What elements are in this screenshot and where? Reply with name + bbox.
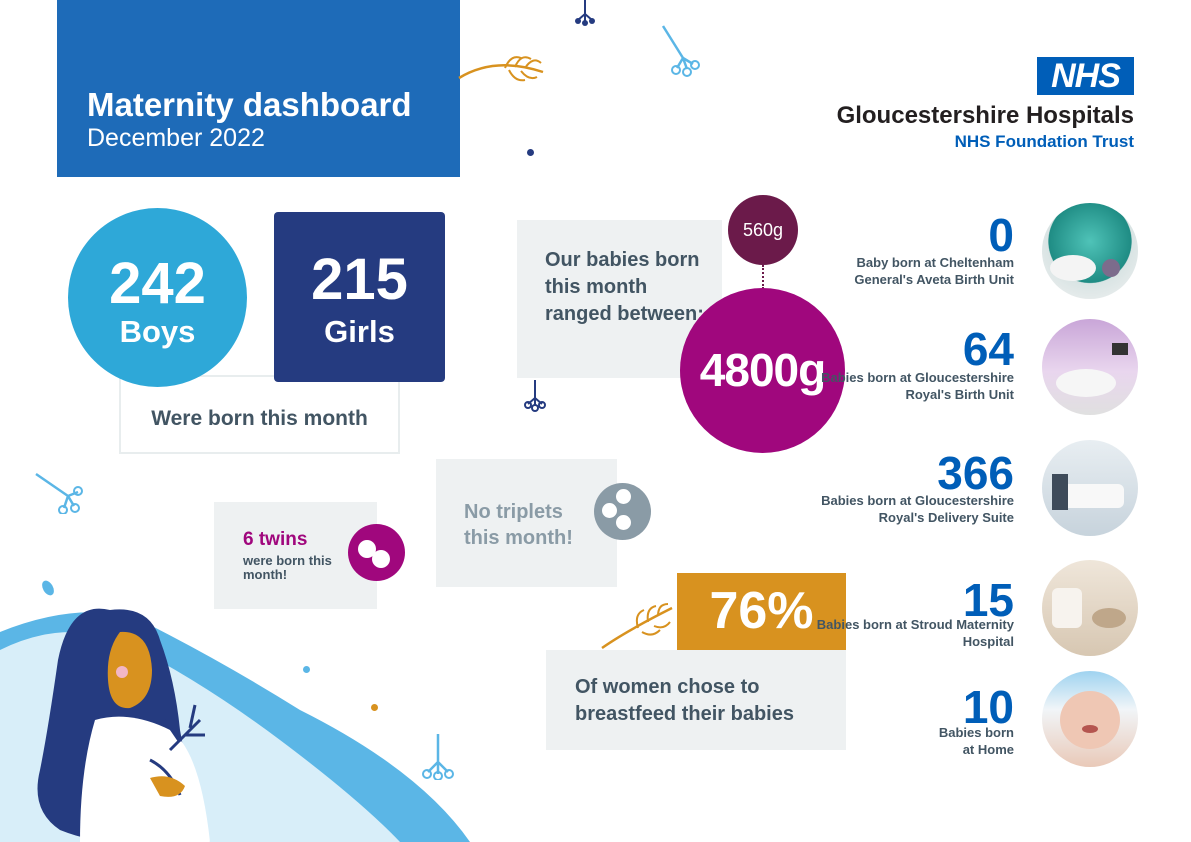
triplets-text: No triplets this month! xyxy=(464,501,573,549)
location-label: Babies born at Stroud Maternity Hospital xyxy=(816,617,1014,649)
flower-decoration xyxy=(575,0,595,26)
location-label: Babies born at Home xyxy=(938,725,1014,757)
triplets-icon xyxy=(594,483,651,540)
births-caption-box: Were born this month xyxy=(119,375,400,454)
weight-connector xyxy=(762,265,764,289)
location-label: Baby born at Cheltenham General's Aveta … xyxy=(854,255,1014,287)
weight-range-caption: Our babies born this month ranged betwee… xyxy=(545,249,704,325)
triplets-box: No triplets this month! xyxy=(436,459,617,587)
flower-decoration xyxy=(524,380,546,412)
boys-label: Boys xyxy=(119,314,196,349)
breastfeed-box: Of women chose to breastfeed their babie… xyxy=(546,650,846,750)
max-weight-circle: 4800g xyxy=(680,288,845,453)
breastfeed-percent: 76% xyxy=(677,573,846,650)
flower-decoration xyxy=(35,472,83,514)
location-count: 64 xyxy=(962,323,1014,375)
location-count: 15 xyxy=(962,574,1014,626)
dot-decoration xyxy=(303,666,310,673)
nhs-logo: NHS xyxy=(1037,57,1134,95)
breastfeed-caption: Of women chose to breastfeed their babie… xyxy=(575,676,794,725)
page-subtitle: December 2022 xyxy=(87,124,265,152)
location-label: Babies born at Gloucestershire Royal's D… xyxy=(821,493,1014,525)
mother-illustration xyxy=(0,608,470,842)
flower-decoration xyxy=(661,25,700,77)
delivery-suite-photo xyxy=(1042,440,1138,536)
birth-unit-photo xyxy=(1042,319,1138,415)
birth-unit-photo xyxy=(1042,203,1138,299)
dot-decoration xyxy=(371,704,378,711)
dot-decoration xyxy=(527,149,534,156)
twins-subtext: were born this month! xyxy=(243,553,332,582)
twins-icon xyxy=(348,524,405,581)
sprig-decoration xyxy=(458,56,544,82)
twins-box: 6 twins were born this month! xyxy=(214,502,377,609)
location-label: Babies born at Gloucestershire Royal's B… xyxy=(821,370,1014,402)
page-title: Maternity dashboard xyxy=(87,86,412,123)
sprig-decoration xyxy=(601,603,673,650)
stroud-photo xyxy=(1042,560,1138,656)
girls-count: 215 xyxy=(311,247,408,312)
boys-count: 242 xyxy=(109,251,206,316)
title-banner: Maternity dashboard December 2022 xyxy=(57,0,460,177)
girls-label: Girls xyxy=(324,314,395,349)
newborn-photo xyxy=(1042,671,1138,767)
flower-decoration xyxy=(422,734,454,780)
location-count: 10 xyxy=(962,681,1014,733)
min-weight-circle: 560g xyxy=(728,195,798,265)
location-count: 0 xyxy=(988,209,1014,261)
girls-box: 215 Girls xyxy=(274,212,445,382)
location-count: 366 xyxy=(937,447,1014,499)
trust-name: Gloucestershire Hospitals xyxy=(836,102,1134,129)
boys-circle: 242 Boys xyxy=(68,208,247,387)
births-caption: Were born this month xyxy=(151,407,368,430)
twins-headline: 6 twins xyxy=(243,529,308,550)
trust-subtitle: NHS Foundation Trust xyxy=(954,132,1134,151)
